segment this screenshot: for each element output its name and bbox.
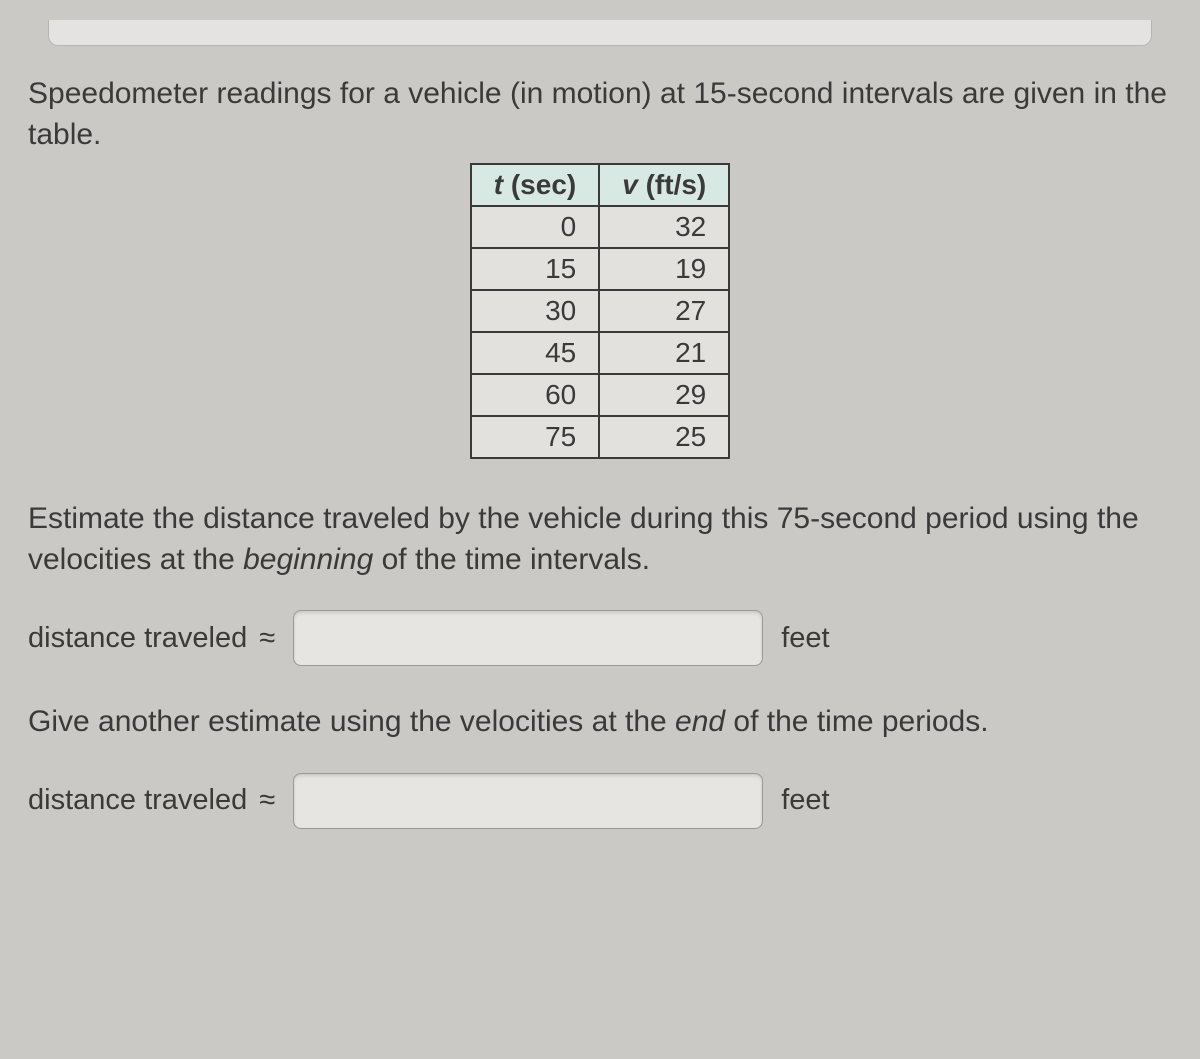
answer-row-beginning: distance traveled ≈ feet xyxy=(28,610,1172,666)
header-v: v (ft/s) xyxy=(599,164,729,206)
cell-t: 75 xyxy=(471,416,599,458)
cell-v: 21 xyxy=(599,332,729,374)
question-card: Speedometer readings for a vehicle (in m… xyxy=(0,0,1200,905)
table-row: 60 29 xyxy=(471,374,730,416)
cell-v: 32 xyxy=(599,206,729,248)
answer-row-end: distance traveled ≈ feet xyxy=(28,773,1172,829)
intro-text: Speedometer readings for a vehicle (in m… xyxy=(28,74,1172,155)
cell-t: 45 xyxy=(471,332,599,374)
distance-beginning-input[interactable] xyxy=(293,610,763,666)
table-row: 45 21 xyxy=(471,332,730,374)
question1-text: Estimate the distance traveled by the ve… xyxy=(28,499,1172,580)
header-t: t (sec) xyxy=(471,164,599,206)
unit-label: feet xyxy=(781,622,829,655)
data-table-container: t (sec) v (ft/s) 0 32 15 19 30 27 xyxy=(28,163,1172,459)
previous-card-bottom-edge xyxy=(48,20,1152,46)
question2-text: Give another estimate using the velociti… xyxy=(28,702,1172,743)
table-row: 15 19 xyxy=(471,248,730,290)
cell-t: 60 xyxy=(471,374,599,416)
cell-v: 27 xyxy=(599,290,729,332)
table-row: 30 27 xyxy=(471,290,730,332)
table-header-row: t (sec) v (ft/s) xyxy=(471,164,730,206)
cell-v: 29 xyxy=(599,374,729,416)
table-row: 75 25 xyxy=(471,416,730,458)
unit-label: feet xyxy=(781,784,829,817)
answer-label: distance traveled ≈ xyxy=(28,622,275,655)
cell-v: 19 xyxy=(599,248,729,290)
answer-label: distance traveled ≈ xyxy=(28,784,275,817)
speedometer-table: t (sec) v (ft/s) 0 32 15 19 30 27 xyxy=(470,163,731,459)
cell-t: 30 xyxy=(471,290,599,332)
cell-t: 0 xyxy=(471,206,599,248)
distance-end-input[interactable] xyxy=(293,773,763,829)
cell-v: 25 xyxy=(599,416,729,458)
table-row: 0 32 xyxy=(471,206,730,248)
cell-t: 15 xyxy=(471,248,599,290)
